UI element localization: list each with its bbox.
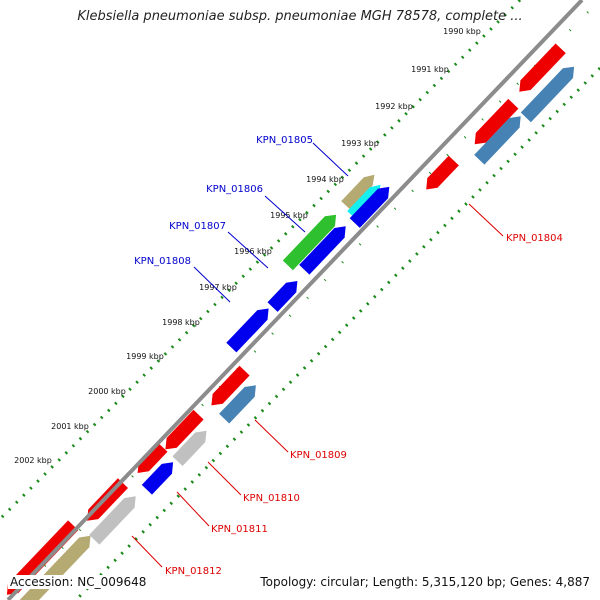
cds-arrow xyxy=(347,184,381,220)
cds-arrow xyxy=(141,462,174,495)
cds-arrow xyxy=(341,174,375,210)
gene-leader-line xyxy=(227,231,269,269)
cds-arrow xyxy=(474,116,521,165)
tick-label: 1999 kbp xyxy=(126,352,164,361)
gene-leader-line xyxy=(131,535,163,568)
cds-arrow xyxy=(267,281,298,312)
tick-label: 1992 kbp xyxy=(375,102,413,111)
tick-label: 1995 kbp xyxy=(270,211,308,220)
gene-leader-line xyxy=(312,142,349,177)
cds-arrow xyxy=(165,409,204,450)
cds-arrow xyxy=(520,66,575,123)
map-title: Klebsiella pneumoniae subsp. pneumoniae … xyxy=(77,9,523,24)
gene-label[interactable]: KPN_01805 xyxy=(256,135,313,146)
tick-label: 1997 kbp xyxy=(199,283,237,292)
genome-summary-text: Topology: circular; Length: 5,315,120 bp… xyxy=(258,575,592,589)
gene-leader-line xyxy=(254,419,289,453)
cds-arrow xyxy=(519,43,566,92)
gene-label[interactable]: KPN_01810 xyxy=(243,493,300,504)
cds-arrow xyxy=(137,442,168,473)
outer-tick-line xyxy=(0,0,522,521)
cds-arrow xyxy=(211,365,250,406)
cds-arrow xyxy=(87,478,128,521)
gene-label[interactable]: KPN_01812 xyxy=(165,566,222,577)
gene-leader-line xyxy=(468,203,504,237)
gene-leader-line xyxy=(193,266,231,303)
gene-leader-line xyxy=(207,461,242,496)
gene-label[interactable]: KPN_01811 xyxy=(211,524,268,535)
tick-label: 1990 kbp xyxy=(443,27,481,36)
tick-label: 2000 kbp xyxy=(88,387,126,396)
gene-label[interactable]: KPN_01809 xyxy=(290,450,347,461)
cds-arrow xyxy=(426,155,459,190)
tick-label: 1998 kbp xyxy=(162,318,200,327)
cds-arrow xyxy=(226,308,269,353)
accession-text: Accession: NC_009648 xyxy=(8,575,149,589)
tick-label: 2001 kbp xyxy=(51,422,89,431)
cds-arrow xyxy=(349,186,390,228)
gene-label[interactable]: KPN_01804 xyxy=(506,233,563,244)
gene-leader-line xyxy=(176,491,210,527)
gene-label[interactable]: KPN_01807 xyxy=(169,221,226,232)
gene-label[interactable]: KPN_01806 xyxy=(206,184,263,195)
cds-arrow xyxy=(172,430,207,466)
genome-backbone xyxy=(6,0,584,600)
tick-label: 1996 kbp xyxy=(234,247,272,256)
cds-arrow xyxy=(299,226,346,275)
gene-label-layer: KPN_01804 KPN_01805 KPN_01806 KPN_01807 KPN_… xyxy=(131,135,563,577)
tick-label: 1994 kbp xyxy=(306,175,344,184)
cds-arrow xyxy=(89,496,136,545)
gene-leader-line xyxy=(264,195,306,233)
tick-label: 1991 kbp xyxy=(411,65,449,74)
inner-tick-line xyxy=(74,66,600,600)
cds-arrow xyxy=(219,385,256,424)
cds-arrow xyxy=(282,214,337,271)
cds-arrow xyxy=(474,98,519,145)
gene-label[interactable]: KPN_01808 xyxy=(134,256,191,267)
feature-layer xyxy=(6,43,575,600)
tick-label: 2002 kbp xyxy=(14,456,52,465)
tick-label: 1993 kbp xyxy=(341,139,379,148)
